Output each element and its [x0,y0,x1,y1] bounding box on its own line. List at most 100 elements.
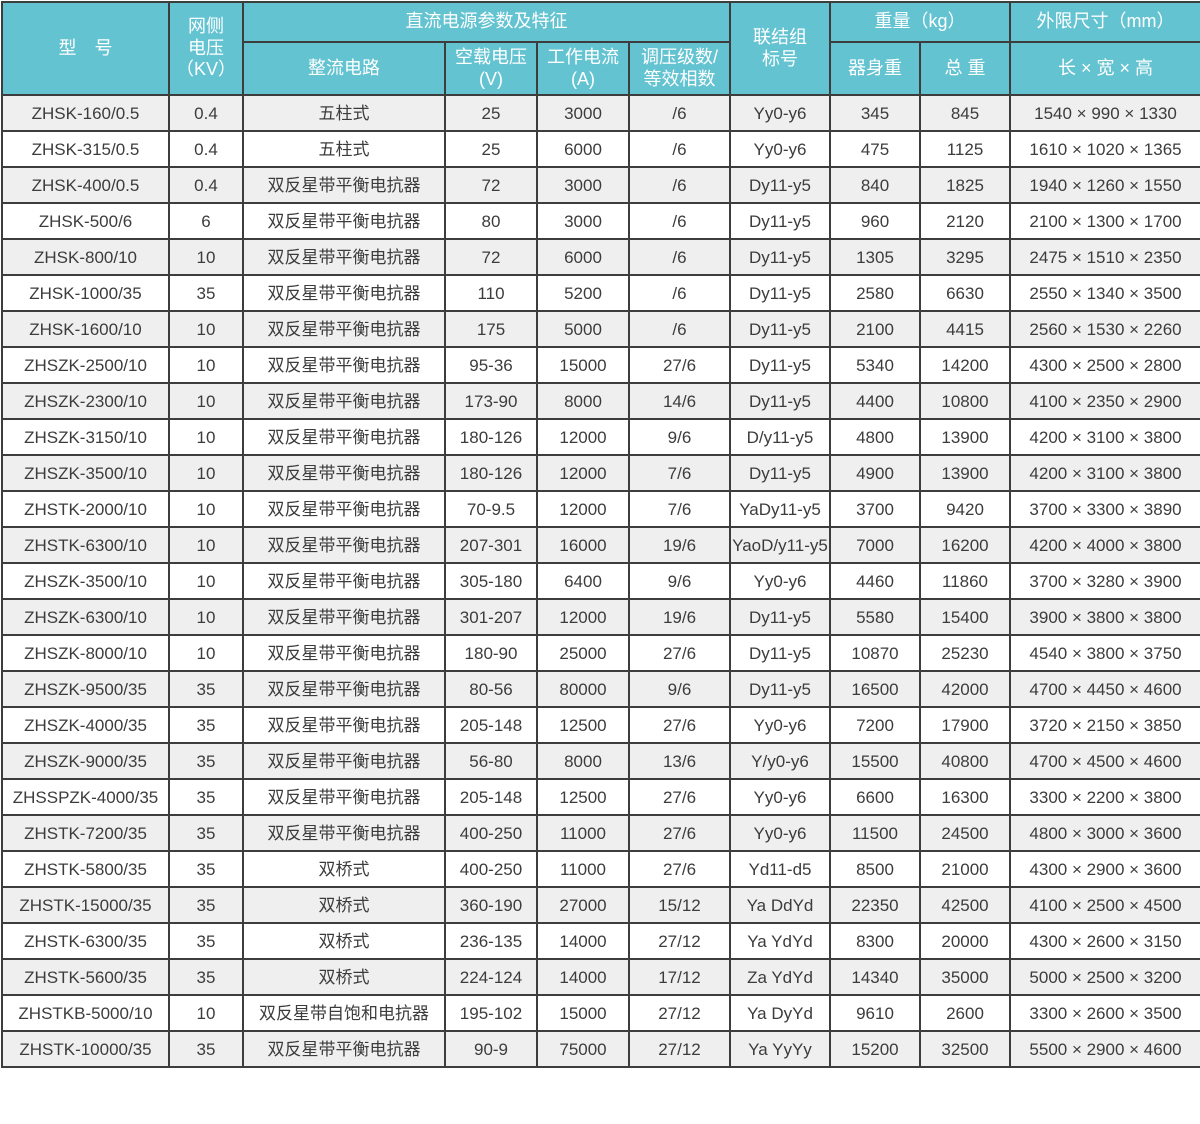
table-cell: ZHSTK-15000/35 [1,886,170,924]
table-cell: 175 [444,310,538,348]
table-cell: 双桥式 [242,958,446,996]
table-cell: 56-80 [444,742,538,780]
table-cell: 80 [444,202,538,240]
table-cell: 双反星带平衡电抗器 [242,634,446,672]
table-cell: 4800 × 3000 × 3600 [1009,814,1200,852]
table-cell: 双反星带平衡电抗器 [242,814,446,852]
col-header-rectifier-circuit: 整流电路 [242,41,446,96]
table-cell: 4460 [829,562,921,600]
table-row: ZHSTK-6300/35 35 双桥式 236-135 14000 27/12 Ya Yd… [1,922,1200,960]
table-cell: 72 [444,166,538,204]
table-cell: 80-56 [444,670,538,708]
table-cell: ZHSZK-8000/10 [1,634,170,672]
table-cell: 4200 × 3100 × 3800 [1009,418,1200,456]
table-cell: 10 [168,382,244,420]
table-cell: 960 [829,202,921,240]
table-cell: 3300 × 2200 × 3800 [1009,778,1200,816]
table-cell: 42000 [918,670,1012,708]
table-cell: 双桥式 [242,922,446,960]
table-cell: 4415 [918,310,1012,348]
table-cell: 5200 [536,274,630,312]
table-cell: 4700 × 4450 × 4600 [1009,670,1200,708]
table-cell: 双反星带平衡电抗器 [242,310,446,348]
table-cell: 7000 [829,526,921,564]
table-cell: 10 [168,310,244,348]
table-cell: ZHSZK-3150/10 [1,418,170,456]
table-cell: 3000 [536,166,630,204]
table-body: ZHSK-160/0.5 0.4 五柱式 25 3000/6 Yy0-y6 345 845 15… [1,94,1200,1068]
table-cell: Za YdYd [729,958,831,996]
table-row: ZHSSPZK-4000/35 35 双反星带平衡电抗器 205-148 12500 27… [1,778,1200,816]
table-row: ZHSZK-8000/10 10 双反星带平衡电抗器 180-90 25000 27/6 D… [1,634,1200,672]
table-cell: Yy0-y6 [729,562,831,600]
table-cell: 90-9 [444,1030,538,1068]
table-row: ZHSTK-10000/35 35 双反星带平衡电抗器 90-9 75000 27/12 Y… [1,1030,1200,1068]
col-header-regulation-steps: 调压级数/ 等效相数 [628,41,731,96]
table-cell: 345 [829,94,921,132]
table-cell: 2580 [829,274,921,312]
table-cell: /6 [628,166,731,204]
table-cell: 双反星带自饱和电抗器 [242,994,446,1032]
table-cell: ZHSZK-3500/10 [1,454,170,492]
table-cell: Dy11-y5 [729,670,831,708]
table-cell: 9610 [829,994,921,1032]
table-cell: 14000 [536,922,630,960]
table-cell: 4700 × 4500 × 4600 [1009,742,1200,780]
table-cell: 8000 [536,382,630,420]
table-cell: 6600 [829,778,921,816]
table-cell: 12500 [536,778,630,816]
table-cell: 12000 [536,490,630,528]
spec-table: 型 号 网侧 电压 （KV） 直流电源参数及特征 联结组 标号 重量（kg） 外… [1,1,1200,1068]
table-cell: 4300 × 2600 × 3150 [1009,922,1200,960]
table-cell: 25 [444,94,538,132]
table-cell: ZHSZK-6300/10 [1,598,170,636]
table-cell: 40800 [918,742,1012,780]
table-cell: 4300 × 2500 × 2800 [1009,346,1200,384]
col-group-dimensions: 外限尺寸（mm） [1009,1,1200,43]
table-cell: ZHSK-160/0.5 [1,94,170,132]
col-header-working-current: 工作电流 (A) [536,41,630,96]
table-cell: 25230 [918,634,1012,672]
table-cell: 10 [168,526,244,564]
table-cell: Dy11-y5 [729,634,831,672]
table-cell: 27/12 [628,922,731,960]
table-cell: 305-180 [444,562,538,600]
table-cell: 双反星带平衡电抗器 [242,418,446,456]
table-cell: 2600 [918,994,1012,1032]
table-cell: 16500 [829,670,921,708]
table-cell: 10 [168,562,244,600]
table-cell: 5000 [536,310,630,348]
table-cell: 21000 [918,850,1012,888]
table-cell: 17/12 [628,958,731,996]
table-cell: 10 [168,598,244,636]
table-cell: YaoD/y11-y5 [729,526,831,564]
table-cell: 10800 [918,382,1012,420]
table-cell: 双反星带平衡电抗器 [242,526,446,564]
table-cell: 10 [168,634,244,672]
table-cell: 6 [168,202,244,240]
table-cell: 7200 [829,706,921,744]
table-cell: 22350 [829,886,921,924]
table-cell: 27/12 [628,994,731,1032]
table-cell: 双反星带平衡电抗器 [242,562,446,600]
table-cell: 双反星带平衡电抗器 [242,670,446,708]
table-cell: 25 [444,130,538,168]
table-cell: 6630 [918,274,1012,312]
table-cell: 35 [168,922,244,960]
table-cell: 75000 [536,1030,630,1068]
table-cell: Ya DyYd [729,994,831,1032]
table-cell: 3700 × 3280 × 3900 [1009,562,1200,600]
table-cell: 35 [168,958,244,996]
table-row: ZHSTK-6300/10 10 双反星带平衡电抗器 207-301 16000 19/6… [1,526,1200,564]
table-cell: 10 [168,346,244,384]
table-row: ZHSTK-5600/35 35 双桥式 224-124 14000 17/12 Za Yd… [1,958,1200,996]
table-cell: 16000 [536,526,630,564]
table-cell: 224-124 [444,958,538,996]
table-cell: 475 [829,130,921,168]
table-cell: 2120 [918,202,1012,240]
table-cell: 35 [168,274,244,312]
table-row: ZHSZK-2300/10 10 双反星带平衡电抗器 173-90 8000 14/6 Dy… [1,382,1200,420]
table-cell: 5340 [829,346,921,384]
table-cell: 3295 [918,238,1012,276]
